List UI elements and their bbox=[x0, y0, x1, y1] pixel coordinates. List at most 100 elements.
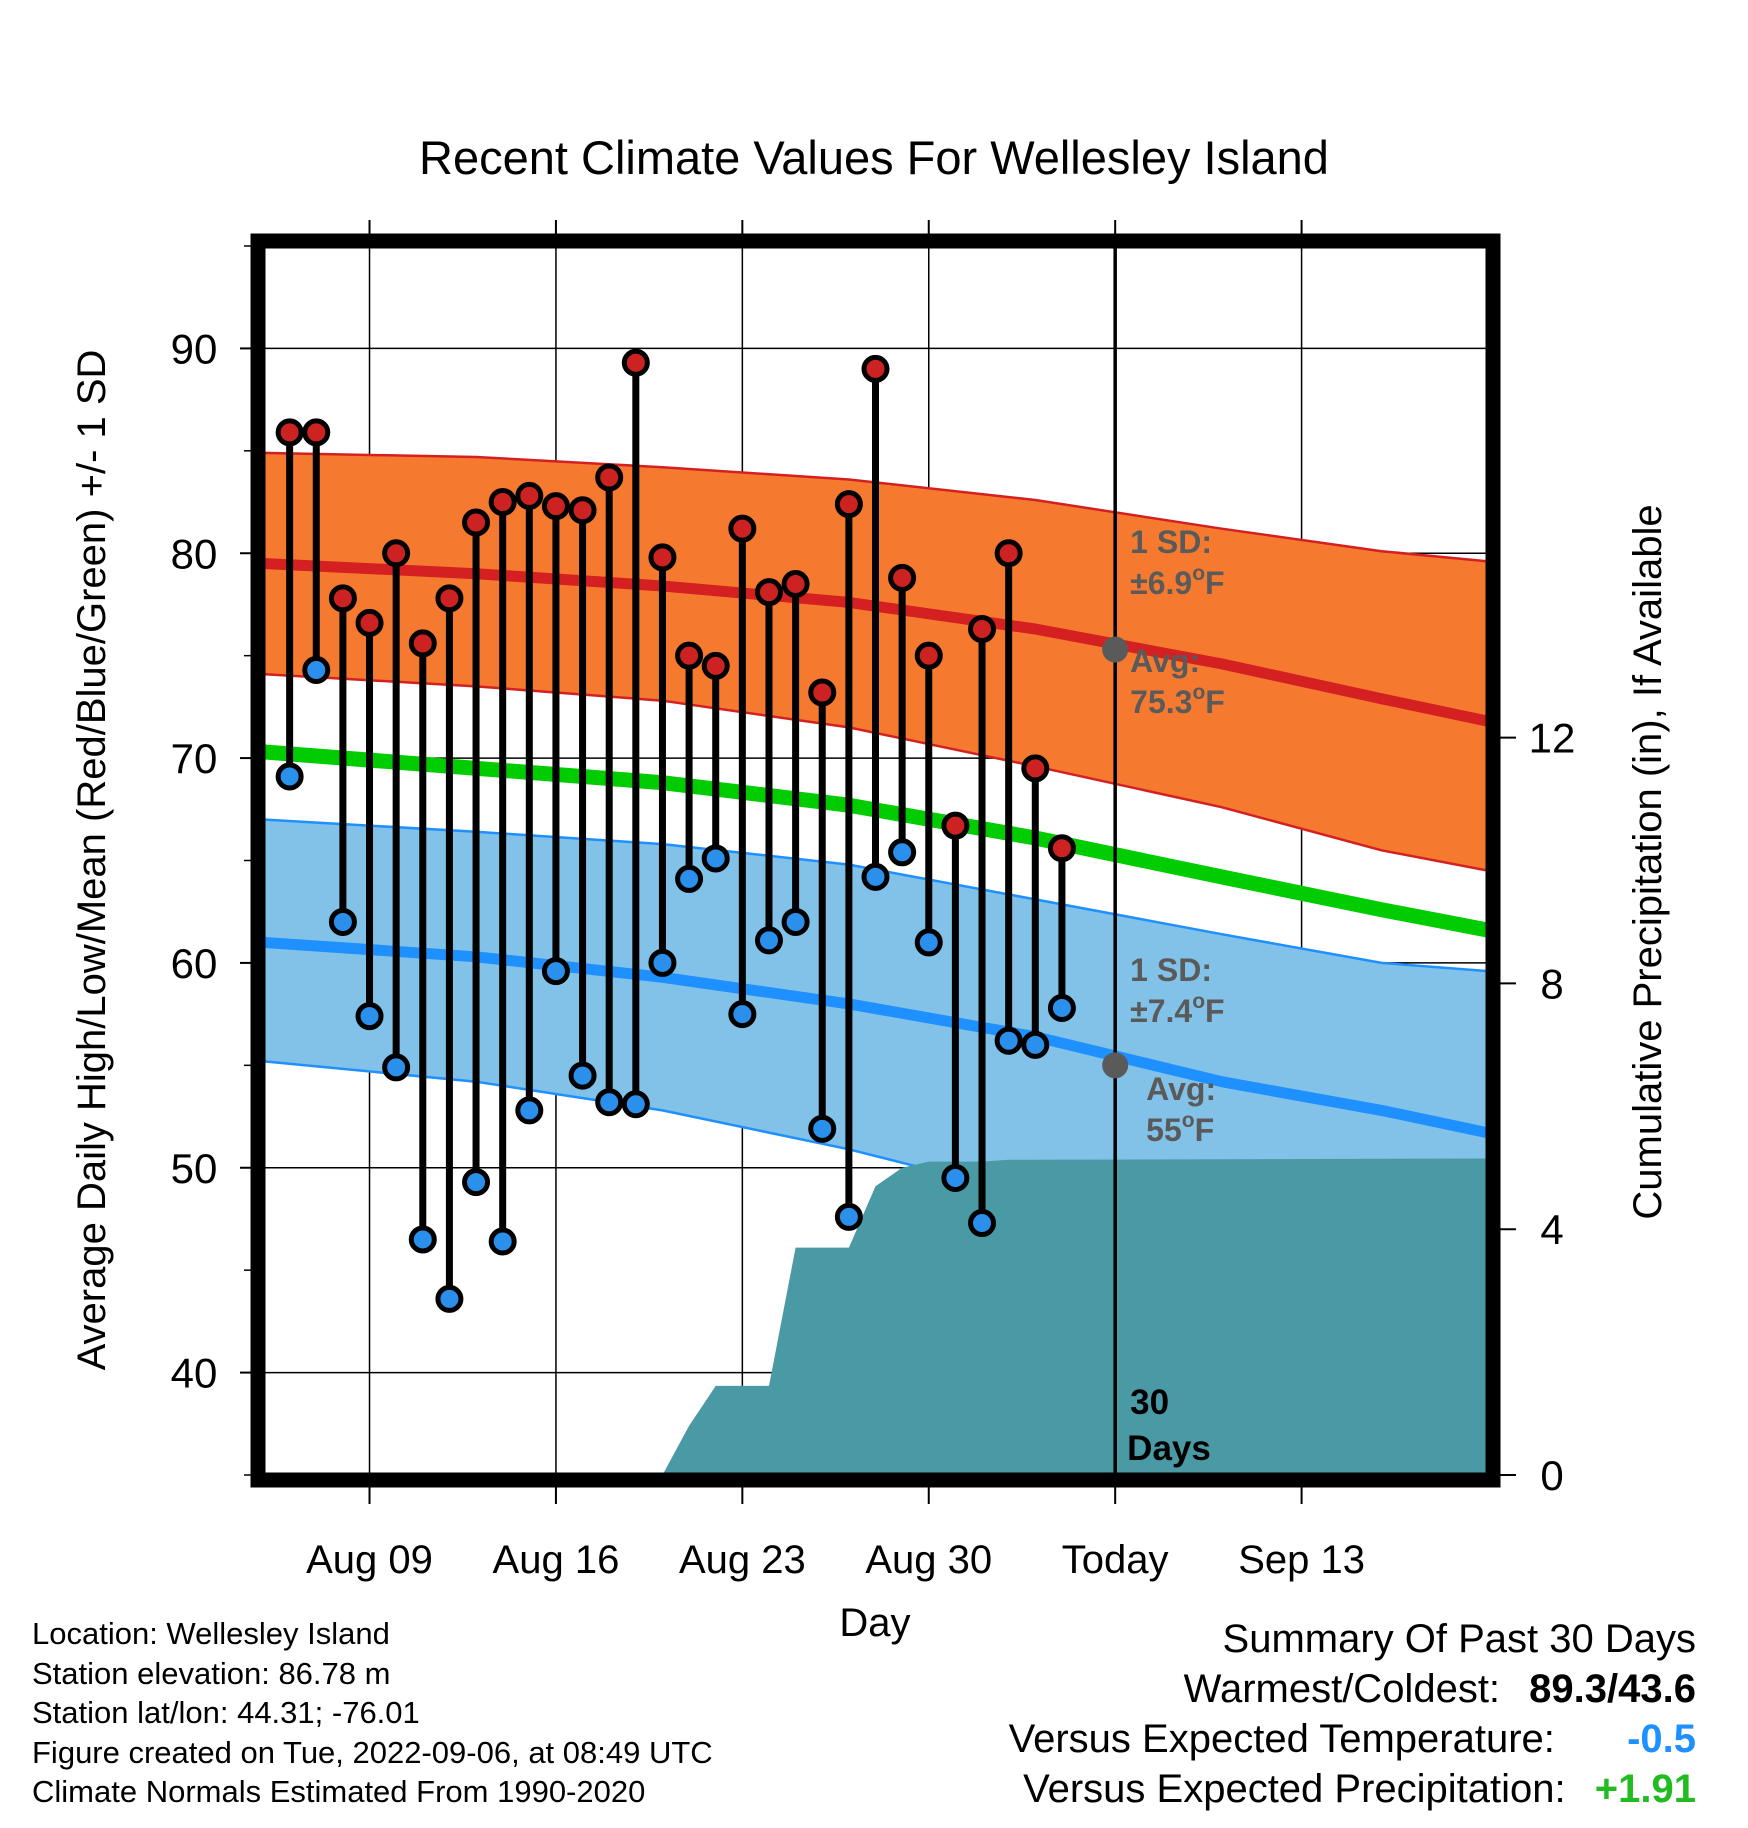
daily-high-point bbox=[701, 651, 730, 680]
daily-low-point bbox=[648, 948, 677, 977]
y2-axis-label: Cumulative Precipitation (in), If Availa… bbox=[1626, 504, 1670, 1219]
info-location: Location: Wellesley Island bbox=[32, 1616, 390, 1651]
summary-temp-value: -0.5 bbox=[1627, 1717, 1696, 1761]
low-annotation: 1 SD:±7.4oF Avg:55oF bbox=[1130, 952, 1224, 1148]
daily-high-point bbox=[488, 488, 517, 517]
today-low-avg-dot bbox=[1102, 1052, 1129, 1079]
daily-high-point bbox=[408, 629, 437, 658]
today-days-count: 30 bbox=[1130, 1383, 1169, 1422]
daily-low-point bbox=[621, 1090, 650, 1119]
low-avg-label: Avg: bbox=[1146, 1071, 1216, 1107]
daily-low-point bbox=[488, 1227, 517, 1256]
daily-low-point bbox=[754, 926, 783, 955]
x-tick-label: Aug 16 bbox=[493, 1538, 620, 1582]
daily-high-point bbox=[861, 354, 890, 383]
high-sd-unit: F bbox=[1205, 565, 1225, 601]
daily-low-point bbox=[1047, 993, 1076, 1022]
x-tick-label: Aug 23 bbox=[679, 1538, 806, 1582]
x-tick-label: Aug 30 bbox=[865, 1538, 992, 1582]
low-avg-line bbox=[263, 936, 1488, 1139]
y-tick-label: 40 bbox=[171, 1350, 218, 1397]
daily-low-point bbox=[328, 907, 357, 936]
high-sd-label: 1 SD: bbox=[1130, 524, 1212, 560]
daily-high-point bbox=[781, 569, 810, 598]
daily-low-point bbox=[355, 1002, 384, 1031]
y-tick-label: 80 bbox=[171, 530, 218, 577]
daily-high-point bbox=[834, 490, 863, 519]
daily-high-point bbox=[328, 584, 357, 613]
daily-high-point bbox=[621, 348, 650, 377]
high-avg-unit: F bbox=[1205, 684, 1225, 720]
daily-low-point bbox=[914, 928, 943, 957]
daily-high-point bbox=[541, 492, 570, 521]
x-tick-label: Today bbox=[1062, 1538, 1169, 1582]
daily-low-point bbox=[675, 864, 704, 893]
y-tick-label: 60 bbox=[171, 940, 218, 987]
daily-low-point bbox=[861, 862, 890, 891]
daily-high-point bbox=[275, 418, 304, 447]
high-avg-line bbox=[263, 558, 1488, 727]
daily-low-point bbox=[994, 1026, 1023, 1055]
low-sd-value: ±7.4oF bbox=[1130, 990, 1224, 1029]
daily-high-point bbox=[648, 543, 677, 572]
high-avg-label: Avg: bbox=[1130, 643, 1200, 679]
y-tick-label: 70 bbox=[171, 735, 218, 782]
daily-high-point bbox=[754, 578, 783, 607]
y-tick-label: 50 bbox=[171, 1145, 218, 1192]
daily-high-point bbox=[568, 496, 597, 525]
summary-warmest-row: Warmest/Coldest: 89.3/43.6 bbox=[1009, 1664, 1696, 1714]
daily-high-point bbox=[994, 539, 1023, 568]
daily-high-point bbox=[595, 463, 624, 492]
today-high-avg-dot bbox=[1102, 636, 1129, 663]
daily-high-point bbox=[355, 608, 384, 637]
summary-temp-row: Versus Expected Temperature: -0.5 bbox=[1009, 1714, 1696, 1764]
daily-high-point bbox=[728, 514, 757, 543]
low-sd-upper-line bbox=[263, 818, 1488, 973]
daily-high-point bbox=[888, 563, 917, 592]
daily-low-point bbox=[275, 762, 304, 791]
today-days-label: Days bbox=[1127, 1429, 1211, 1468]
daily-high-point bbox=[435, 584, 464, 613]
y-axis-label: Average Daily High/Low/Mean (Red/Blue/Gr… bbox=[70, 350, 114, 1371]
daily-low-point bbox=[781, 907, 810, 936]
plot-frame bbox=[250, 233, 1501, 1488]
daily-low-point bbox=[382, 1053, 411, 1082]
low-sd-unit: F bbox=[1205, 993, 1225, 1029]
daily-low-point bbox=[568, 1061, 597, 1090]
summary-title: Summary Of Past 30 Days bbox=[1222, 1617, 1696, 1661]
x-tick-label: Sep 13 bbox=[1238, 1538, 1365, 1582]
info-normals: Climate Normals Estimated From 1990-2020 bbox=[32, 1774, 646, 1809]
daily-high-point bbox=[515, 481, 544, 510]
low-avg-unit: F bbox=[1195, 1112, 1215, 1148]
summary-temp-label: Versus Expected Temperature: bbox=[1008, 1717, 1555, 1761]
info-latlon: Station lat/lon: 44.31; -76.01 bbox=[32, 1695, 420, 1730]
y2-tick-label: 0 bbox=[1540, 1452, 1563, 1499]
info-created: Figure created on Tue, 2022-09-06, at 08… bbox=[32, 1734, 713, 1770]
y2-tick-label: 8 bbox=[1540, 960, 1563, 1007]
daily-high-point bbox=[968, 615, 997, 644]
daily-low-point bbox=[701, 844, 730, 873]
x-tick-label: Aug 09 bbox=[306, 1538, 433, 1582]
daily-low-point bbox=[728, 1000, 757, 1029]
high-avg-degree: o bbox=[1192, 681, 1205, 704]
high-sd-value: ±6.9oF bbox=[1130, 562, 1224, 601]
summary-precip-value: +1.91 bbox=[1594, 1767, 1696, 1811]
daily-low-point bbox=[1021, 1030, 1050, 1059]
daily-low-point bbox=[941, 1163, 970, 1192]
summary-warmest-value: 89.3/43.6 bbox=[1529, 1667, 1696, 1711]
daily-high-point bbox=[462, 508, 491, 537]
daily-high-point bbox=[1021, 754, 1050, 783]
station-info: Location: Wellesley Island Station eleva… bbox=[32, 1614, 713, 1812]
low-sd-degree: o bbox=[1192, 990, 1205, 1013]
summary-precip-row: Versus Expected Precipitation: +1.91 bbox=[1009, 1764, 1696, 1814]
daily-low-point bbox=[515, 1096, 544, 1125]
x-axis-label: Day bbox=[839, 1601, 910, 1645]
daily-low-point bbox=[595, 1088, 624, 1117]
daily-high-point bbox=[941, 811, 970, 840]
daily-high-point bbox=[302, 418, 331, 447]
daily-low-point bbox=[462, 1168, 491, 1197]
daily-low-point bbox=[968, 1209, 997, 1238]
summary-precip-label: Versus Expected Precipitation: bbox=[1023, 1767, 1566, 1811]
high-sd-degree: o bbox=[1192, 562, 1205, 585]
